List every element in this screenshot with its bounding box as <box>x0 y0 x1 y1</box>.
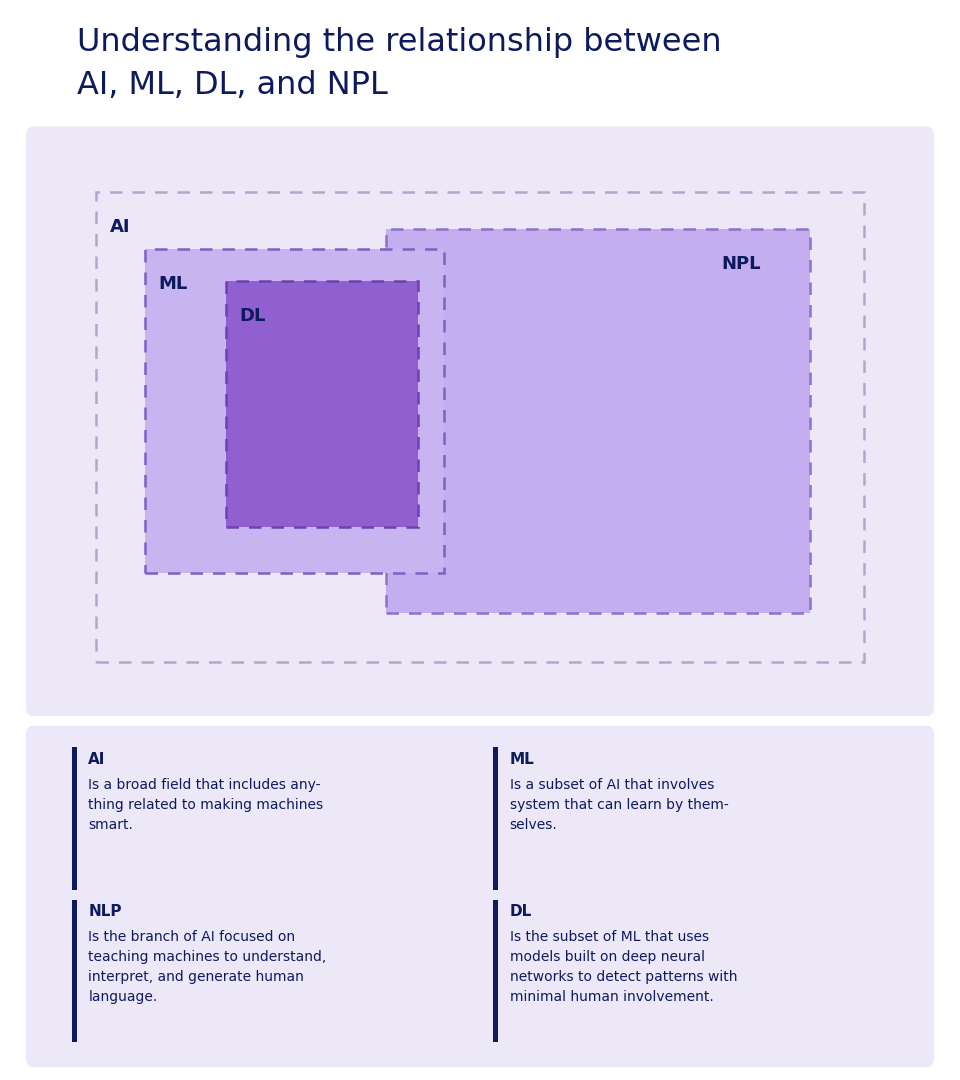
Text: ML: ML <box>158 275 188 294</box>
Text: DL: DL <box>239 307 265 325</box>
Bar <box>72 747 77 890</box>
Bar <box>386 229 810 613</box>
Bar <box>226 281 418 527</box>
Text: NPL: NPL <box>721 255 760 273</box>
Text: AI, ML, DL, and NPL: AI, ML, DL, and NPL <box>77 70 388 102</box>
Text: AI: AI <box>109 218 130 237</box>
Bar <box>96 192 864 662</box>
Text: AI: AI <box>88 752 106 767</box>
Bar <box>226 281 418 527</box>
Text: ML: ML <box>510 752 535 767</box>
Bar <box>145 249 444 572</box>
Text: NLP: NLP <box>88 904 122 919</box>
Text: Understanding the relationship between: Understanding the relationship between <box>77 27 721 58</box>
Bar <box>493 747 498 890</box>
Bar <box>96 192 864 662</box>
Bar <box>386 229 810 613</box>
Bar <box>72 900 77 1042</box>
Text: DL: DL <box>510 904 532 919</box>
Bar <box>493 900 498 1042</box>
FancyBboxPatch shape <box>26 126 934 716</box>
Text: Is the branch of AI focused on
teaching machines to understand,
interpret, and g: Is the branch of AI focused on teaching … <box>88 930 326 1004</box>
Bar <box>145 249 444 572</box>
Text: Is a broad field that includes any-
thing related to making machines
smart.: Is a broad field that includes any- thin… <box>88 778 324 832</box>
Text: Is a subset of AI that involves
system that can learn by them-
selves.: Is a subset of AI that involves system t… <box>510 778 729 832</box>
Text: Is the subset of ML that uses
models built on deep neural
networks to detect pat: Is the subset of ML that uses models bui… <box>510 930 737 1004</box>
FancyBboxPatch shape <box>26 726 934 1067</box>
